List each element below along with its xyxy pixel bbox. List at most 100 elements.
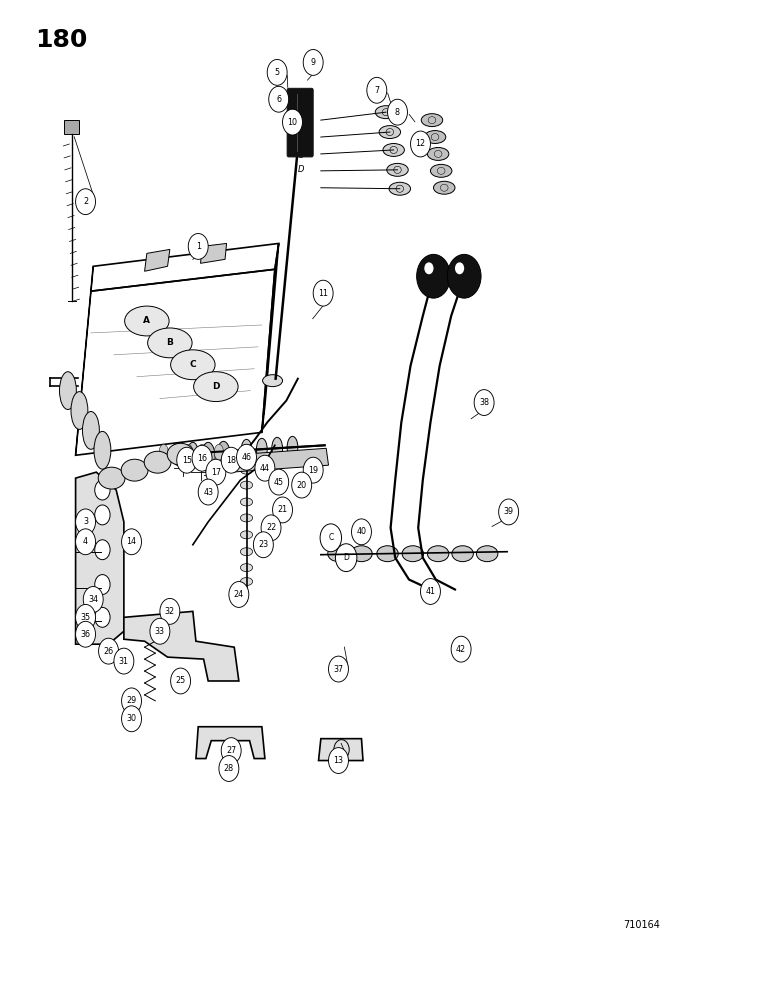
Circle shape (95, 480, 110, 500)
Text: 22: 22 (266, 523, 276, 532)
Polygon shape (144, 249, 170, 271)
Ellipse shape (375, 106, 397, 119)
Text: 19: 19 (308, 466, 318, 475)
Ellipse shape (86, 515, 101, 529)
Circle shape (171, 668, 191, 694)
Circle shape (219, 756, 239, 781)
Polygon shape (76, 472, 124, 644)
Ellipse shape (59, 372, 76, 410)
Text: 41: 41 (425, 587, 435, 596)
Circle shape (425, 262, 434, 274)
Text: 6: 6 (276, 95, 281, 104)
Ellipse shape (431, 164, 452, 177)
Ellipse shape (434, 181, 455, 194)
Text: 710164: 710164 (624, 920, 661, 930)
Circle shape (76, 621, 96, 647)
Circle shape (121, 706, 141, 732)
Ellipse shape (94, 431, 111, 469)
Ellipse shape (121, 459, 148, 481)
Text: 20: 20 (296, 481, 306, 490)
Text: 180: 180 (35, 28, 87, 52)
Ellipse shape (452, 546, 473, 562)
Text: D: D (212, 382, 219, 391)
Circle shape (255, 455, 275, 481)
Ellipse shape (168, 443, 194, 465)
Circle shape (273, 497, 293, 523)
Text: 33: 33 (155, 627, 165, 636)
Ellipse shape (98, 467, 125, 489)
Ellipse shape (240, 514, 252, 522)
Text: 39: 39 (503, 507, 513, 516)
Ellipse shape (147, 328, 192, 358)
Circle shape (99, 638, 119, 664)
Circle shape (198, 479, 218, 505)
Text: D: D (297, 165, 304, 174)
Text: 35: 35 (80, 613, 90, 622)
Circle shape (292, 472, 312, 498)
Ellipse shape (241, 439, 252, 461)
Circle shape (269, 86, 289, 112)
Circle shape (95, 607, 110, 627)
Circle shape (388, 99, 408, 125)
Ellipse shape (194, 372, 238, 402)
Circle shape (160, 598, 180, 624)
Text: 31: 31 (119, 657, 129, 666)
Ellipse shape (287, 436, 298, 458)
Text: 28: 28 (224, 764, 234, 773)
Ellipse shape (262, 375, 283, 387)
Ellipse shape (240, 531, 252, 539)
Text: 29: 29 (127, 696, 137, 705)
Text: 15: 15 (181, 456, 191, 465)
Ellipse shape (198, 444, 207, 460)
Ellipse shape (422, 114, 442, 127)
Circle shape (222, 738, 241, 764)
Ellipse shape (172, 443, 183, 465)
Circle shape (83, 587, 103, 612)
Ellipse shape (379, 126, 401, 139)
Circle shape (313, 280, 333, 306)
Text: 16: 16 (197, 454, 207, 463)
Ellipse shape (272, 437, 283, 459)
Text: 3: 3 (83, 517, 88, 526)
Ellipse shape (387, 163, 408, 176)
Text: 40: 40 (357, 527, 367, 536)
Text: 44: 44 (260, 464, 270, 473)
Circle shape (95, 575, 110, 594)
Circle shape (499, 499, 519, 525)
Ellipse shape (201, 442, 215, 472)
Circle shape (188, 233, 208, 259)
Ellipse shape (217, 441, 230, 471)
Text: 36: 36 (80, 630, 90, 639)
Text: 9: 9 (310, 58, 316, 67)
Circle shape (95, 540, 110, 560)
Circle shape (150, 618, 170, 644)
Circle shape (121, 529, 141, 555)
Text: 18: 18 (226, 456, 236, 465)
Circle shape (114, 648, 134, 674)
Circle shape (283, 109, 303, 135)
Text: 45: 45 (273, 478, 284, 487)
Ellipse shape (240, 481, 252, 489)
Ellipse shape (240, 498, 252, 506)
Text: 34: 34 (88, 595, 98, 604)
Ellipse shape (350, 546, 372, 562)
Text: 30: 30 (127, 714, 137, 723)
Ellipse shape (425, 131, 445, 143)
Circle shape (474, 390, 494, 415)
Ellipse shape (428, 546, 449, 562)
Text: 46: 46 (242, 453, 252, 462)
Text: 38: 38 (479, 398, 489, 407)
Text: 37: 37 (334, 665, 344, 674)
Circle shape (261, 515, 281, 541)
Text: 25: 25 (175, 676, 186, 685)
Text: 11: 11 (318, 289, 328, 298)
Ellipse shape (215, 444, 224, 460)
Circle shape (417, 254, 450, 298)
Text: A: A (300, 120, 306, 129)
Text: 14: 14 (127, 537, 137, 546)
Circle shape (76, 189, 96, 215)
Text: 21: 21 (277, 505, 288, 514)
Circle shape (236, 444, 256, 470)
Ellipse shape (159, 444, 168, 460)
Text: 12: 12 (415, 139, 425, 148)
